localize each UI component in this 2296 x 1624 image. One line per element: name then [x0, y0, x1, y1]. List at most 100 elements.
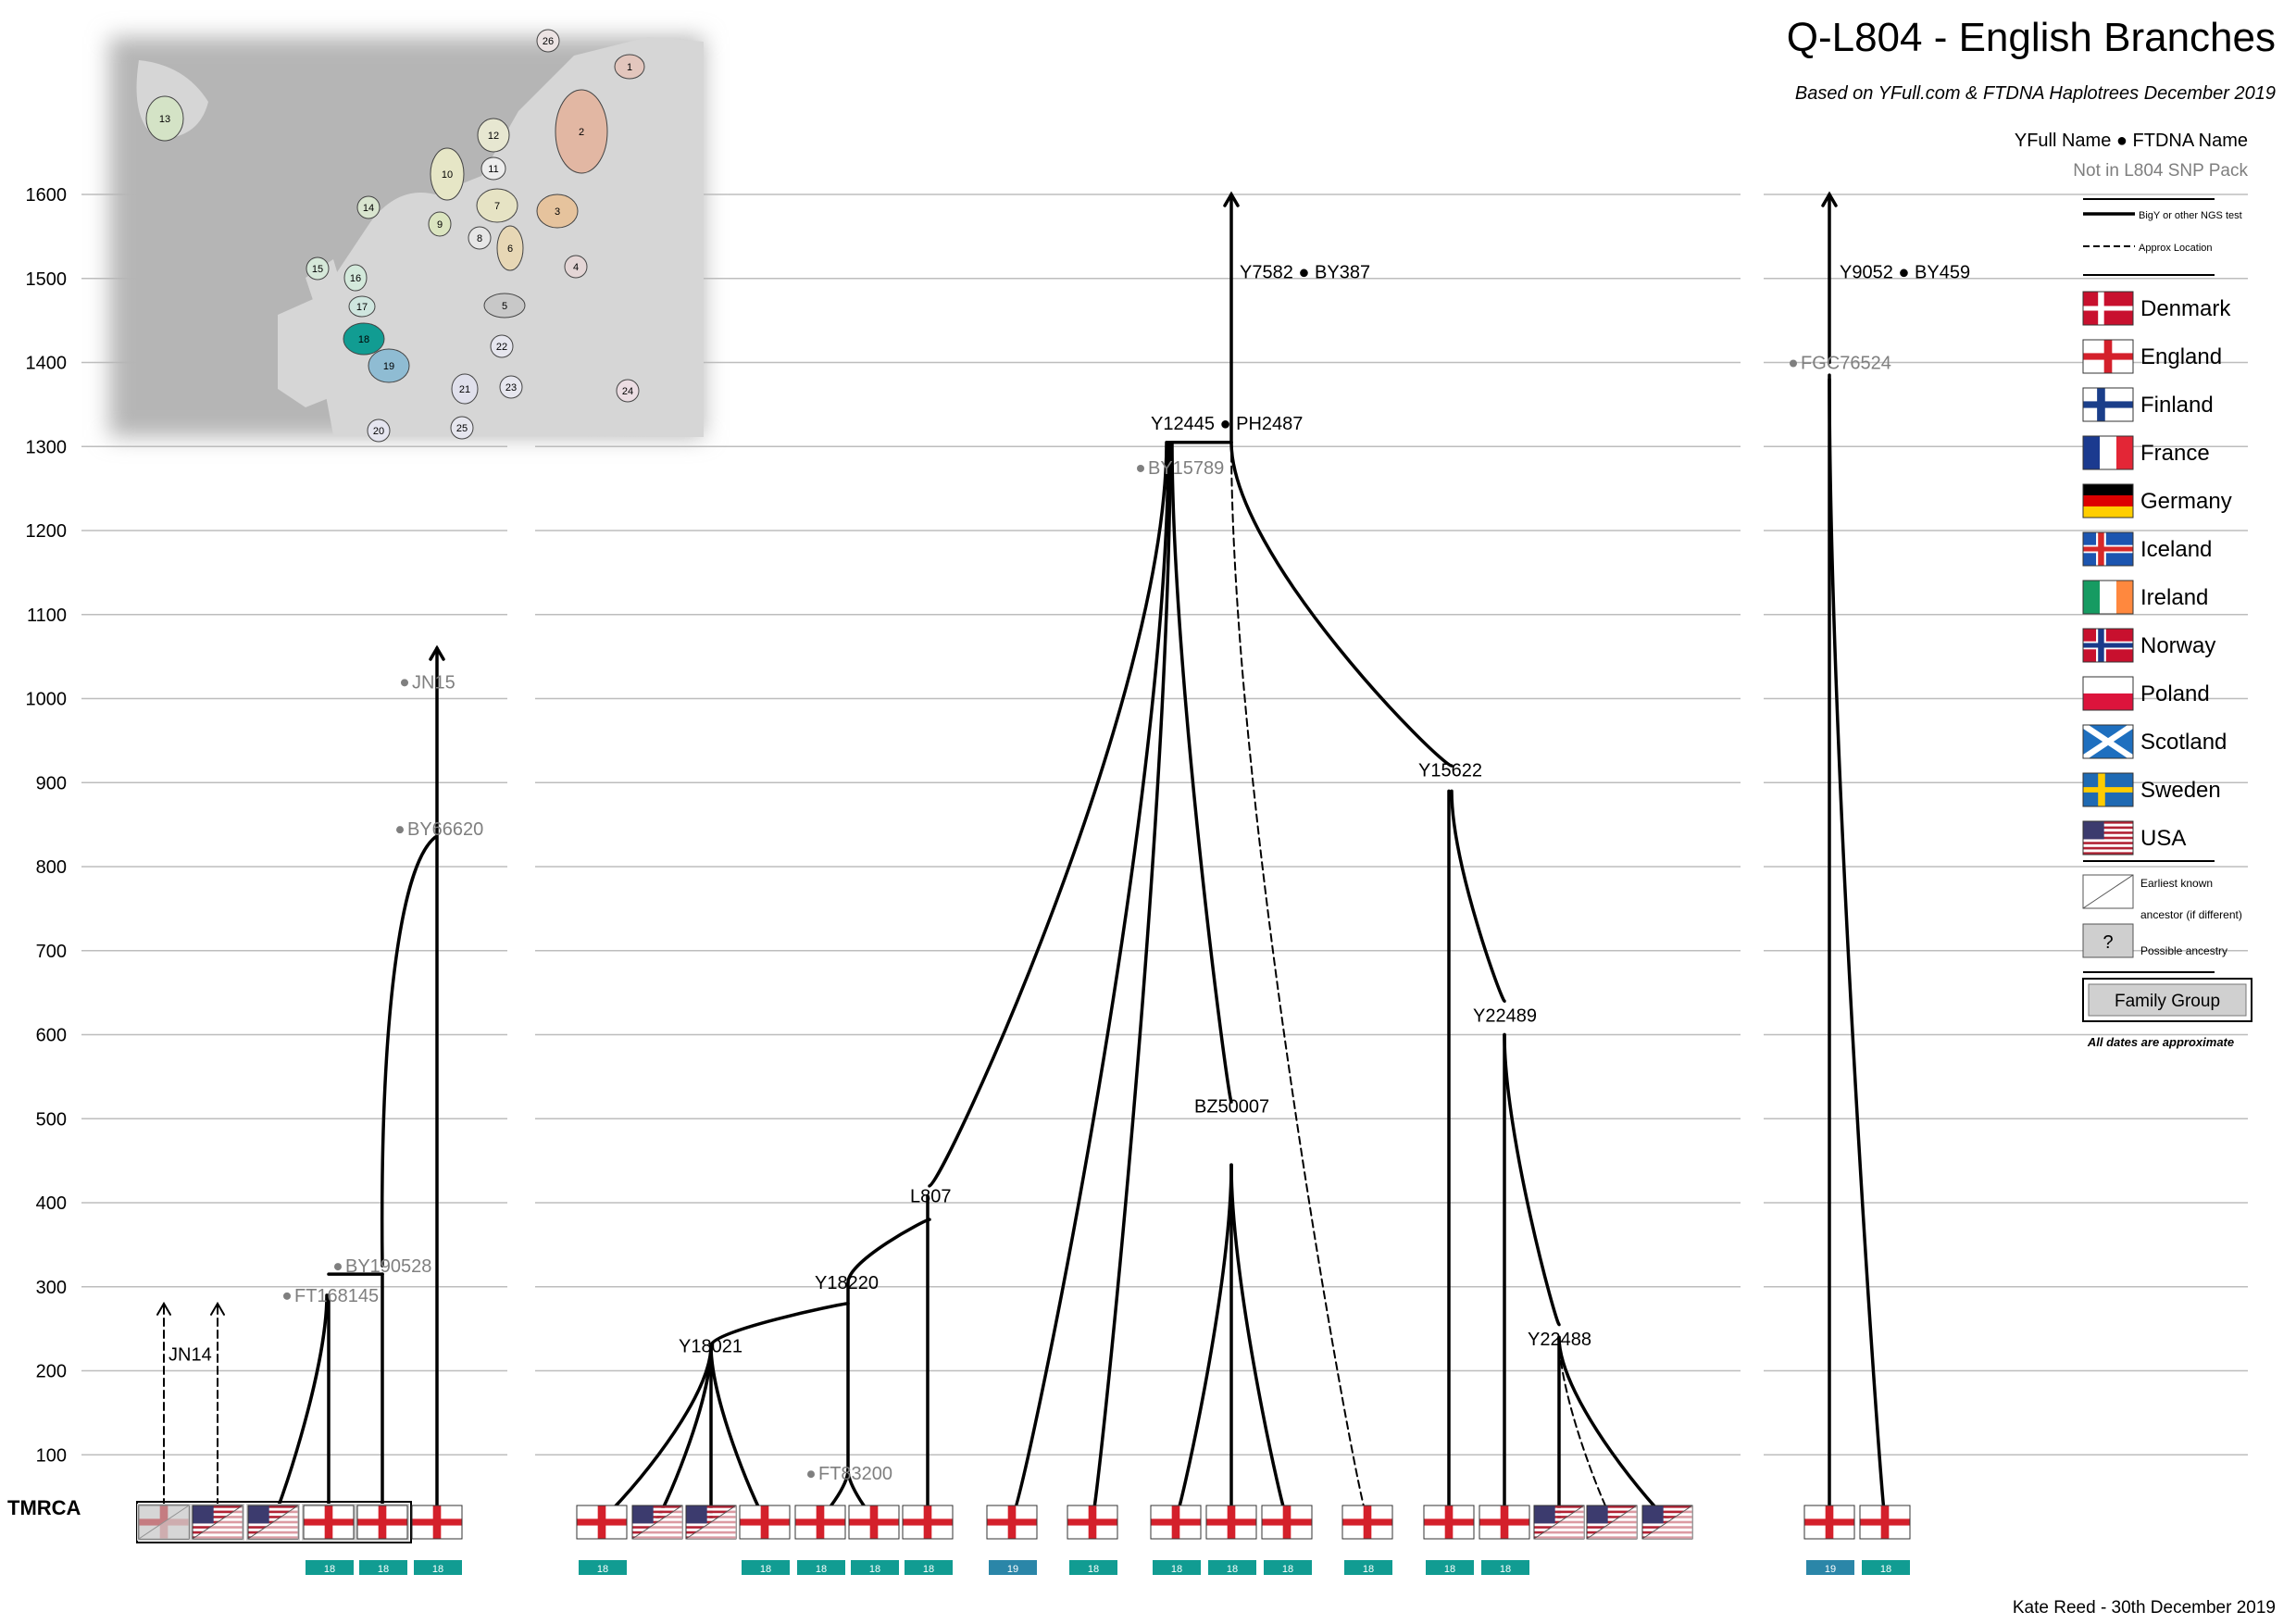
branch — [928, 440, 1168, 1188]
sample-region-label: 18 — [760, 1564, 771, 1575]
map-region-label: 4 — [573, 262, 579, 273]
sample — [191, 1504, 244, 1541]
axis-tick-label: 400 — [36, 1193, 67, 1214]
sample-flag-en — [1341, 1505, 1393, 1540]
axis-tick-label: 1000 — [26, 690, 68, 710]
sample-earliest-diagonal — [1533, 1505, 1585, 1540]
sample-flag-en — [303, 1505, 355, 1540]
branch — [709, 1343, 767, 1520]
flag-stripe — [632, 1505, 654, 1524]
flag-stripe — [686, 1505, 707, 1524]
flag-stripe — [2083, 484, 2133, 495]
legend-flag-fr — [2082, 435, 2134, 470]
sample: 18 — [1205, 1505, 1257, 1575]
flag-stripe — [2083, 842, 2133, 844]
map-region-label: 21 — [459, 384, 470, 395]
map-region-6 — [496, 225, 524, 271]
legend-country-label: Germany — [2140, 489, 2232, 514]
map-region-label: 17 — [356, 302, 368, 313]
node-label-jn15: JN15 — [412, 672, 455, 693]
flag-stripe — [1262, 1518, 1312, 1526]
flag-border — [2082, 676, 2134, 711]
flag-stripe — [2083, 826, 2133, 830]
flag-stripe — [2083, 693, 2133, 710]
node-label-ft83200: FT83200 — [818, 1464, 892, 1484]
flag-border — [1341, 1505, 1393, 1540]
node-label-y18021: Y18021 — [679, 1336, 742, 1356]
sample-earliest-diagonal — [1641, 1505, 1693, 1540]
flag-stripe — [1206, 1518, 1256, 1526]
sample: 18 — [739, 1505, 791, 1575]
branch — [1450, 789, 1506, 1003]
flag-stripe — [2083, 306, 2133, 311]
map-region-22 — [490, 334, 514, 358]
node-label-y7582: Y7582 ● BY387 — [1240, 262, 1370, 282]
sample-region-tag — [1153, 1560, 1201, 1575]
sample-flag-en — [576, 1505, 628, 1540]
sample-region-label: 19 — [1825, 1564, 1836, 1575]
sample-earliest-diagonal — [247, 1505, 299, 1540]
flag-border — [1205, 1505, 1257, 1540]
sample-region-tag — [905, 1560, 953, 1575]
map-region-25 — [450, 416, 474, 440]
branch — [1828, 373, 1887, 1520]
flag-stripe — [1587, 1516, 1637, 1518]
axis-tick-label: 1500 — [26, 269, 68, 290]
flag-stripe — [1479, 1518, 1529, 1526]
branch — [846, 1218, 931, 1284]
node-label-bz50007: BZ50007 — [1194, 1097, 1269, 1118]
sample: 18 — [1150, 1505, 1202, 1575]
legend: YFull Name ● FTDNA Name Not in L804 SNP P… — [2015, 131, 2252, 1049]
sample: 18 — [848, 1505, 900, 1575]
node-label-by15789: BY15789 — [1148, 458, 1224, 479]
map-region-5 — [483, 293, 526, 319]
sample: 18 — [902, 1505, 954, 1575]
node-dot — [396, 826, 404, 834]
map-region-2 — [555, 89, 608, 174]
flag-stripe — [1534, 1505, 1584, 1508]
flag-border — [2082, 435, 2134, 470]
legend-flag-ie — [2082, 580, 2134, 615]
axis-tick-label: 1300 — [26, 437, 68, 457]
flag-border — [2082, 772, 2134, 807]
flag-stripe — [412, 1518, 462, 1526]
sample-region-tag — [1208, 1560, 1256, 1575]
map-region-16 — [343, 264, 368, 292]
sample-flag-en — [1150, 1505, 1202, 1540]
flag-stripe — [304, 1518, 354, 1526]
node-label-y9052: Y9052 ● BY459 — [1840, 262, 1970, 282]
flag-stripe — [2083, 506, 2133, 518]
flag-stripe — [1587, 1510, 1637, 1514]
legend-country-label: England — [2140, 344, 2222, 369]
flag-stripe — [1067, 1518, 1117, 1526]
sample-region-label: 18 — [869, 1564, 880, 1575]
sample: 18 — [356, 1504, 409, 1575]
flag-stripe — [795, 1518, 845, 1526]
sample: 18 — [1859, 1505, 1911, 1575]
legend-country-label: USA — [2140, 826, 2186, 851]
map-region-24 — [616, 379, 640, 403]
sample — [1586, 1505, 1638, 1540]
map-region-label: 6 — [507, 244, 513, 255]
sample-region-tag — [1426, 1560, 1474, 1575]
sample-flag-en — [1859, 1505, 1911, 1540]
node-label-ft168145: FT168145 — [294, 1286, 379, 1306]
legend-flag-fi — [2082, 387, 2134, 422]
map-region-label: 25 — [456, 423, 468, 434]
node-label-y12445: Y12445 ● PH2487 — [1151, 414, 1303, 434]
map-region-label: 3 — [555, 206, 560, 218]
flag-stripe — [248, 1507, 298, 1511]
axis-tick-label: 200 — [36, 1362, 67, 1382]
flag-stripe — [686, 1516, 736, 1518]
flag-stripe — [1587, 1505, 1637, 1508]
flag-stripe — [686, 1518, 736, 1521]
axis-tick-label: 600 — [36, 1026, 67, 1046]
legend-flag-de — [2082, 483, 2134, 518]
legend-country-label: Finland — [2140, 393, 2214, 418]
node-label-by190528: BY190528 — [345, 1256, 431, 1277]
axis-tick-label: 1200 — [26, 521, 68, 542]
flag-stripe — [632, 1507, 682, 1511]
flag-border — [1261, 1505, 1313, 1540]
flag-stripe — [2083, 821, 2133, 824]
